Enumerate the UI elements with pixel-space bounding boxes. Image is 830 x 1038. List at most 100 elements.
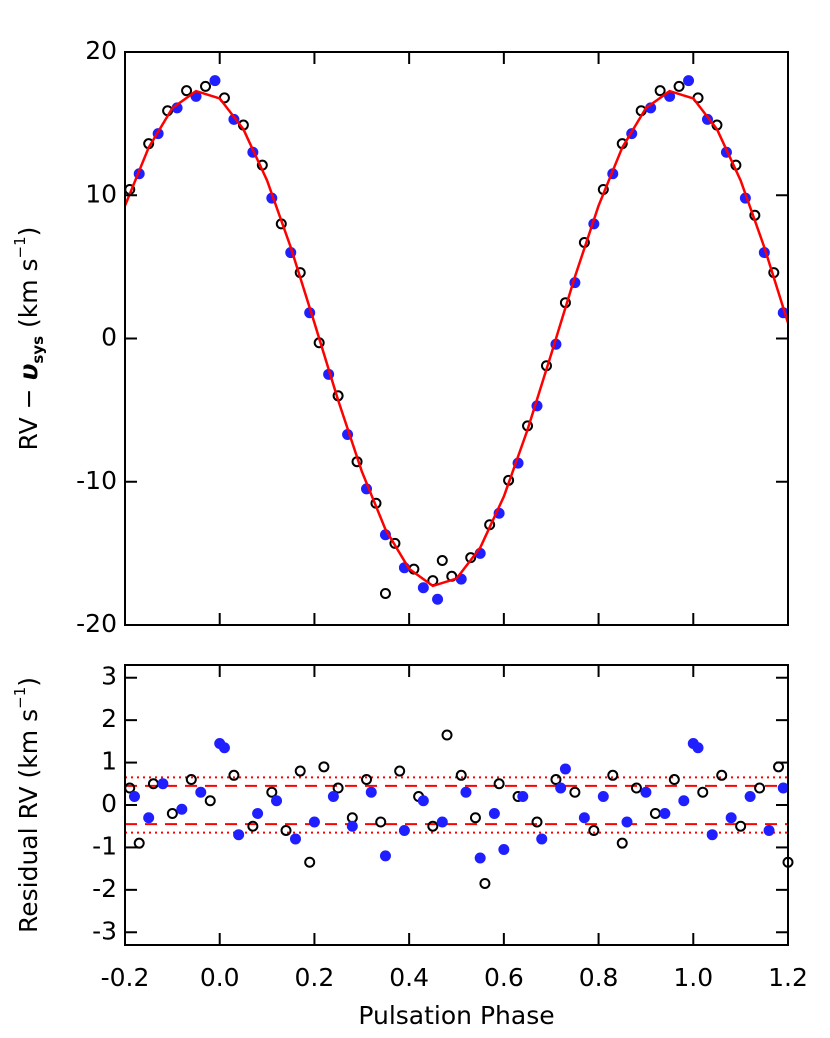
y-tick-label: -2 [92, 874, 117, 903]
open-point [716, 769, 728, 781]
filled-point [436, 816, 448, 828]
open-point [673, 80, 685, 92]
filled-point [498, 844, 510, 856]
filled-point [157, 778, 169, 790]
y-axis-label: RV − υsys (km s−1) [11, 227, 47, 451]
filled-point [271, 795, 283, 807]
filled-point [763, 824, 775, 836]
filled-point [176, 803, 188, 815]
open-point [630, 782, 642, 794]
open-point [304, 856, 316, 868]
filled-point [777, 782, 789, 794]
open-point [649, 807, 661, 819]
plot-frame [124, 664, 789, 946]
open-point [607, 769, 619, 781]
y-tick-label: -3 [92, 916, 117, 945]
open-point [493, 778, 505, 790]
x-tick-label: 0.4 [389, 963, 429, 992]
label-superscript: −1 [11, 236, 29, 258]
y-tick-label: 0 [101, 789, 117, 818]
x-tick-label: 0.2 [295, 963, 335, 992]
open-point [427, 820, 439, 832]
open-point [147, 778, 159, 790]
open-point [469, 812, 481, 824]
open-point [200, 80, 212, 92]
open-point [379, 587, 391, 599]
open-point [280, 824, 292, 836]
filled-point [683, 75, 695, 87]
open-point [361, 774, 373, 786]
open-point [375, 816, 387, 828]
filled-point [460, 786, 472, 798]
filled-point [218, 742, 230, 754]
open-point [616, 837, 628, 849]
filled-point [346, 820, 358, 832]
label-superscript: −1 [11, 687, 29, 709]
filled-point [692, 742, 704, 754]
label-part: RV − [14, 380, 43, 450]
filled-point [578, 812, 590, 824]
open-point [124, 782, 136, 794]
y-axis-label: Residual RV (km s−1) [11, 677, 44, 933]
filled-point [143, 812, 155, 824]
y-tick-label: 1 [101, 747, 117, 776]
y-tick-label: 10 [85, 179, 117, 208]
open-point [441, 729, 453, 741]
label-part: Residual RV [14, 786, 43, 933]
y-tick-label: 3 [101, 662, 117, 691]
filled-point [365, 786, 377, 798]
filled-point [195, 786, 207, 798]
filled-point [659, 807, 671, 819]
open-point [735, 820, 747, 832]
y-tick-label: 0 [101, 323, 117, 352]
filled-point [597, 791, 609, 803]
filled-point [417, 582, 429, 594]
open-point [204, 795, 216, 807]
filled-point [209, 75, 221, 87]
open-point [166, 807, 178, 819]
open-point [455, 769, 467, 781]
open-point [247, 820, 259, 832]
filled-point [252, 807, 264, 819]
open-point [465, 552, 477, 564]
y-tick-label: -1 [92, 831, 117, 860]
filled-point [517, 791, 529, 803]
filled-point [233, 829, 245, 841]
open-point [394, 765, 406, 777]
filled-point [678, 795, 690, 807]
fit-line [123, 89, 790, 588]
filled-point [379, 850, 391, 862]
open-point [569, 786, 581, 798]
filled-point [417, 795, 429, 807]
open-point [181, 85, 193, 97]
filled-point [536, 833, 548, 845]
y-tick-label: -10 [76, 466, 117, 495]
open-point [754, 782, 766, 794]
open-point [294, 765, 306, 777]
open-point [531, 816, 543, 828]
open-point [773, 761, 785, 773]
filled-point [555, 782, 567, 794]
x-tick-label: 0.0 [200, 963, 240, 992]
filled-point [289, 833, 301, 845]
open-point [668, 774, 680, 786]
x-axis-label: Pulsation Phase [358, 1001, 554, 1030]
y-tick-label: -20 [76, 609, 117, 638]
open-point [332, 782, 344, 794]
y-tick-label: 2 [101, 704, 117, 733]
open-point [550, 774, 562, 786]
filled-point [128, 791, 140, 803]
filled-point [725, 812, 737, 824]
open-point [588, 824, 600, 836]
x-tick-label: 0.6 [484, 963, 524, 992]
label-part: (km s [14, 258, 43, 336]
filled-point [432, 593, 444, 605]
label-part: ) [14, 677, 43, 687]
open-point [266, 786, 278, 798]
open-point [185, 774, 197, 786]
filled-point [621, 816, 633, 828]
x-tick-label: 1.2 [768, 963, 808, 992]
label-part: ) [14, 227, 43, 237]
